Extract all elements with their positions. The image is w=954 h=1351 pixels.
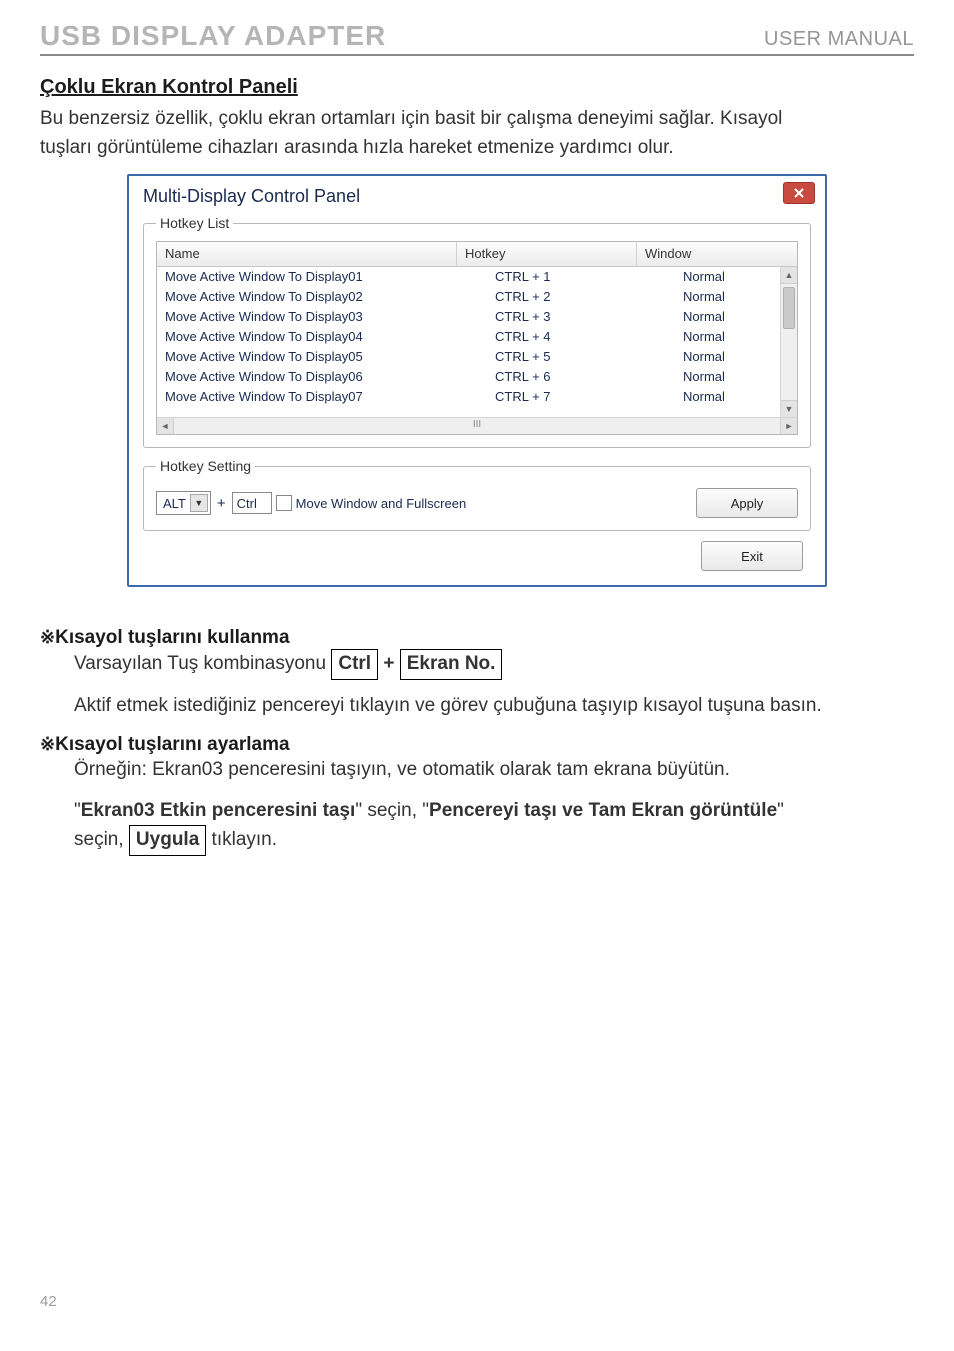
scroll-down-icon[interactable]: ▼ [781,400,797,417]
scroll-left-icon[interactable]: ◄ [157,418,174,434]
instr-mid2: " [777,800,784,821]
setting-hotkeys-title: Kısayol tuşlarını ayarlama [55,734,289,755]
hotkey-list-group: Hotkey List Name Hotkey Window Move Acti… [143,215,811,448]
bullet-icon: ※ [40,734,55,754]
list-row[interactable]: Move Active Window To Display01 CTRL + 1… [157,267,797,287]
list-headers: Name Hotkey Window [157,242,797,267]
hotkey-setting-row: ALT ▼ + Move Window and Fullscreen Apply [156,488,798,518]
apply-button-label: Apply [731,496,764,511]
cell-hotkey: CTRL + 4 [465,327,675,347]
list-row[interactable]: Move Active Window To Display07 CTRL + 7… [157,387,797,407]
dialog-buttons-row: Exit [143,541,811,571]
cell-hotkey: CTRL + 2 [465,287,675,307]
cell-name: Move Active Window To Display06 [157,367,465,387]
column-name[interactable]: Name [157,242,457,266]
cell-window: Normal [675,387,797,407]
scroll-thumb[interactable] [783,287,795,329]
intro-text: Bu benzersiz özellik, çoklu ekran ortaml… [40,105,914,162]
combo-prefix: Varsayılan Tuş kombinasyonu [74,653,331,674]
list-row[interactable]: Move Active Window To Display03 CTRL + 3… [157,307,797,327]
setting-hotkeys-head: ※Kısayol tuşlarını ayarlama [40,734,914,756]
using-hotkeys-title: Kısayol tuşlarını kullanma [55,627,289,648]
cell-hotkey: CTRL + 3 [465,307,675,327]
page-header: USB DISPLAY ADAPTER USER MANUAL [40,20,914,56]
key-number-box: Ekran No. [400,649,503,680]
using-hotkeys-head: ※Kısayol tuşlarını kullanma [40,627,914,649]
list-row[interactable]: Move Active Window To Display06 CTRL + 6… [157,367,797,387]
bullet-icon: ※ [40,627,55,647]
instr-line2-post: tıklayın. [206,829,277,850]
vertical-scrollbar[interactable]: ▲ ▼ [780,267,797,417]
close-icon [793,187,805,199]
cell-hotkey: CTRL + 1 [465,267,675,287]
instr-q1: " [74,800,81,821]
dialog-title: Multi-Display Control Panel [143,186,811,207]
horizontal-scrollbar[interactable]: ◄ III ► [157,417,797,434]
cell-window: Normal [675,307,797,327]
hotkey-setting-legend: Hotkey Setting [156,458,255,474]
section-title: Çoklu Ekran Kontrol Paneli [40,76,914,99]
list-row[interactable]: Move Active Window To Display02 CTRL + 2… [157,287,797,307]
intro-line1: Bu benzersiz özellik, çoklu ekran ortaml… [40,108,782,129]
hotkey-list[interactable]: Name Hotkey Window Move Active Window To… [156,241,798,435]
fullscreen-checkbox-label: Move Window and Fullscreen [296,496,467,511]
combo-plus: + [383,653,394,674]
hotkey-setting-group: Hotkey Setting ALT ▼ + Move Window and F… [143,458,811,531]
scroll-right-icon[interactable]: ► [780,418,797,434]
instr-bold2: Pencereyi taşı ve Tam Ekran görüntüle [429,800,777,821]
page-number: 42 [40,1293,57,1310]
exit-button[interactable]: Exit [701,541,803,571]
setting-hotkeys-example: Örneğin: Ekran03 penceresini taşıyın, ve… [74,756,914,785]
instr-mid1: " seçin, " [355,800,429,821]
list-body: Move Active Window To Display01 CTRL + 1… [157,267,797,417]
exit-button-label: Exit [741,549,763,564]
scroll-up-icon[interactable]: ▲ [781,267,797,284]
cell-hotkey: CTRL + 5 [465,347,675,367]
cell-name: Move Active Window To Display07 [157,387,465,407]
instr-bold1: Ekran03 Etkin penceresini taşı [81,800,356,821]
modifier-select[interactable]: ALT ▼ [156,491,211,515]
setting-hotkeys-instruction: "Ekran03 Etkin penceresini taşı" seçin, … [74,797,914,856]
apply-box-text: Uygula [129,825,206,856]
fullscreen-checkbox[interactable] [276,495,292,511]
apply-button[interactable]: Apply [696,488,798,518]
column-hotkey[interactable]: Hotkey [457,242,637,266]
cell-window: Normal [675,327,797,347]
cell-window: Normal [675,367,797,387]
modifier-text-input[interactable] [232,492,272,514]
hscroll-track-label: III [473,419,481,430]
hotkey-list-legend: Hotkey List [156,215,233,231]
cell-hotkey: CTRL + 7 [465,387,675,407]
cell-name: Move Active Window To Display05 [157,347,465,367]
cell-name: Move Active Window To Display01 [157,267,465,287]
using-hotkeys-desc: Aktif etmek istediğiniz pencereyi tıklay… [74,692,914,721]
modifier-select-value: ALT [163,496,186,511]
cell-hotkey: CTRL + 6 [465,367,675,387]
instr-line2-pre: seçin, [74,829,129,850]
list-row[interactable]: Move Active Window To Display04 CTRL + 4… [157,327,797,347]
header-title: USB DISPLAY ADAPTER [40,20,386,52]
dialog-multi-display: Multi-Display Control Panel Hotkey List … [127,174,827,587]
cell-name: Move Active Window To Display02 [157,287,465,307]
header-right: USER MANUAL [764,28,914,51]
cell-name: Move Active Window To Display03 [157,307,465,327]
cell-name: Move Active Window To Display04 [157,327,465,347]
cell-window: Normal [675,287,797,307]
list-row[interactable]: Move Active Window To Display05 CTRL + 5… [157,347,797,367]
key-ctrl-box: Ctrl [331,649,378,680]
intro-line2: tuşları görüntüleme cihazları arasında h… [40,137,674,158]
cell-window: Normal [675,267,797,287]
using-hotkeys-combo: Varsayılan Tuş kombinasyonu Ctrl + Ekran… [74,649,914,680]
cell-window: Normal [675,347,797,367]
column-window[interactable]: Window [637,242,797,266]
close-button[interactable] [783,182,815,204]
plus-label: + [215,495,228,512]
chevron-down-icon: ▼ [190,494,208,512]
